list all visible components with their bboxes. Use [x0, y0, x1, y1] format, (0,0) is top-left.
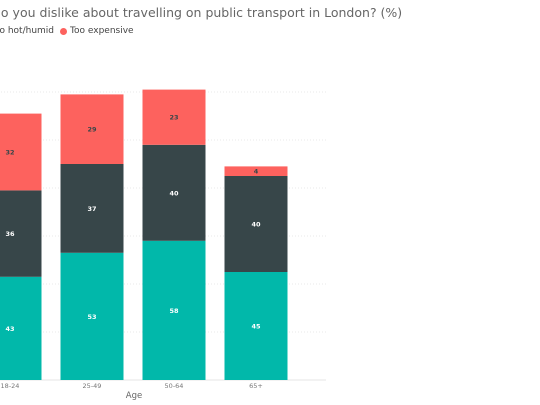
data-label-25-49-series-1: 37: [87, 205, 96, 213]
data-label-18-24-series-0: 43: [5, 325, 14, 333]
bar-segment-18-24-series-1: [0, 190, 42, 277]
x-tick-label-50-64: 50-64: [165, 382, 184, 390]
data-label-18-24-series-1: 36: [5, 230, 15, 238]
chart-title: do you dislike about travelling on publi…: [0, 5, 403, 20]
data-label-50-64-series-2: 23: [169, 114, 178, 122]
chart-legend: Too hot/humid Too expensive: [0, 26, 134, 36]
bar-segment-50-64-series-2: [142, 89, 206, 145]
x-tick-label-65+: 65+: [249, 382, 263, 390]
data-label-18-24-series-2: 32: [5, 149, 14, 157]
data-label-65+-series-1: 40: [251, 221, 261, 229]
bar-segment-65+-series-1: [224, 176, 288, 272]
bar-segment-25-49-series-0: [60, 252, 124, 380]
data-label-50-64-series-1: 40: [169, 189, 179, 197]
x-axis-title: Age: [126, 391, 142, 401]
x-tick-label-25-49: 25-49: [83, 382, 102, 390]
data-label-65+-series-0: 45: [251, 323, 261, 331]
x-tick-label-18-24: 18-24: [1, 382, 20, 390]
bar-segment-50-64-series-0: [142, 240, 206, 380]
data-label-25-49-series-0: 53: [87, 313, 96, 321]
bar-segment-65+-series-2: [224, 166, 288, 176]
x-axis-ticks: 18-24 25-49 50-64 65+: [1, 382, 263, 390]
bars: 43 36 32 53 37 29 58 40 23 45 40 4: [0, 89, 288, 380]
bar-segment-18-24-series-2: [0, 113, 42, 191]
bar-segment-50-64-series-1: [142, 144, 206, 241]
bar-segment-18-24-series-0: [0, 276, 42, 380]
bar-segment-65+-series-0: [224, 272, 288, 380]
legend-swatch-too-expensive: [60, 27, 68, 35]
legend-label-too-expensive: Too expensive: [70, 26, 134, 36]
data-label-50-64-series-0: 58: [169, 307, 179, 315]
legend-item-too-hot-humid: Too hot/humid: [0, 26, 54, 36]
legend-item-too-expensive: Too expensive: [54, 26, 134, 36]
data-label-25-49-series-2: 29: [87, 126, 97, 134]
legend-label-too-hot-humid: Too hot/humid: [0, 26, 55, 36]
data-label-65+-series-2: 4: [254, 168, 259, 176]
bar-segment-25-49-series-2: [60, 94, 124, 164]
bar-segment-25-49-series-1: [60, 164, 124, 253]
